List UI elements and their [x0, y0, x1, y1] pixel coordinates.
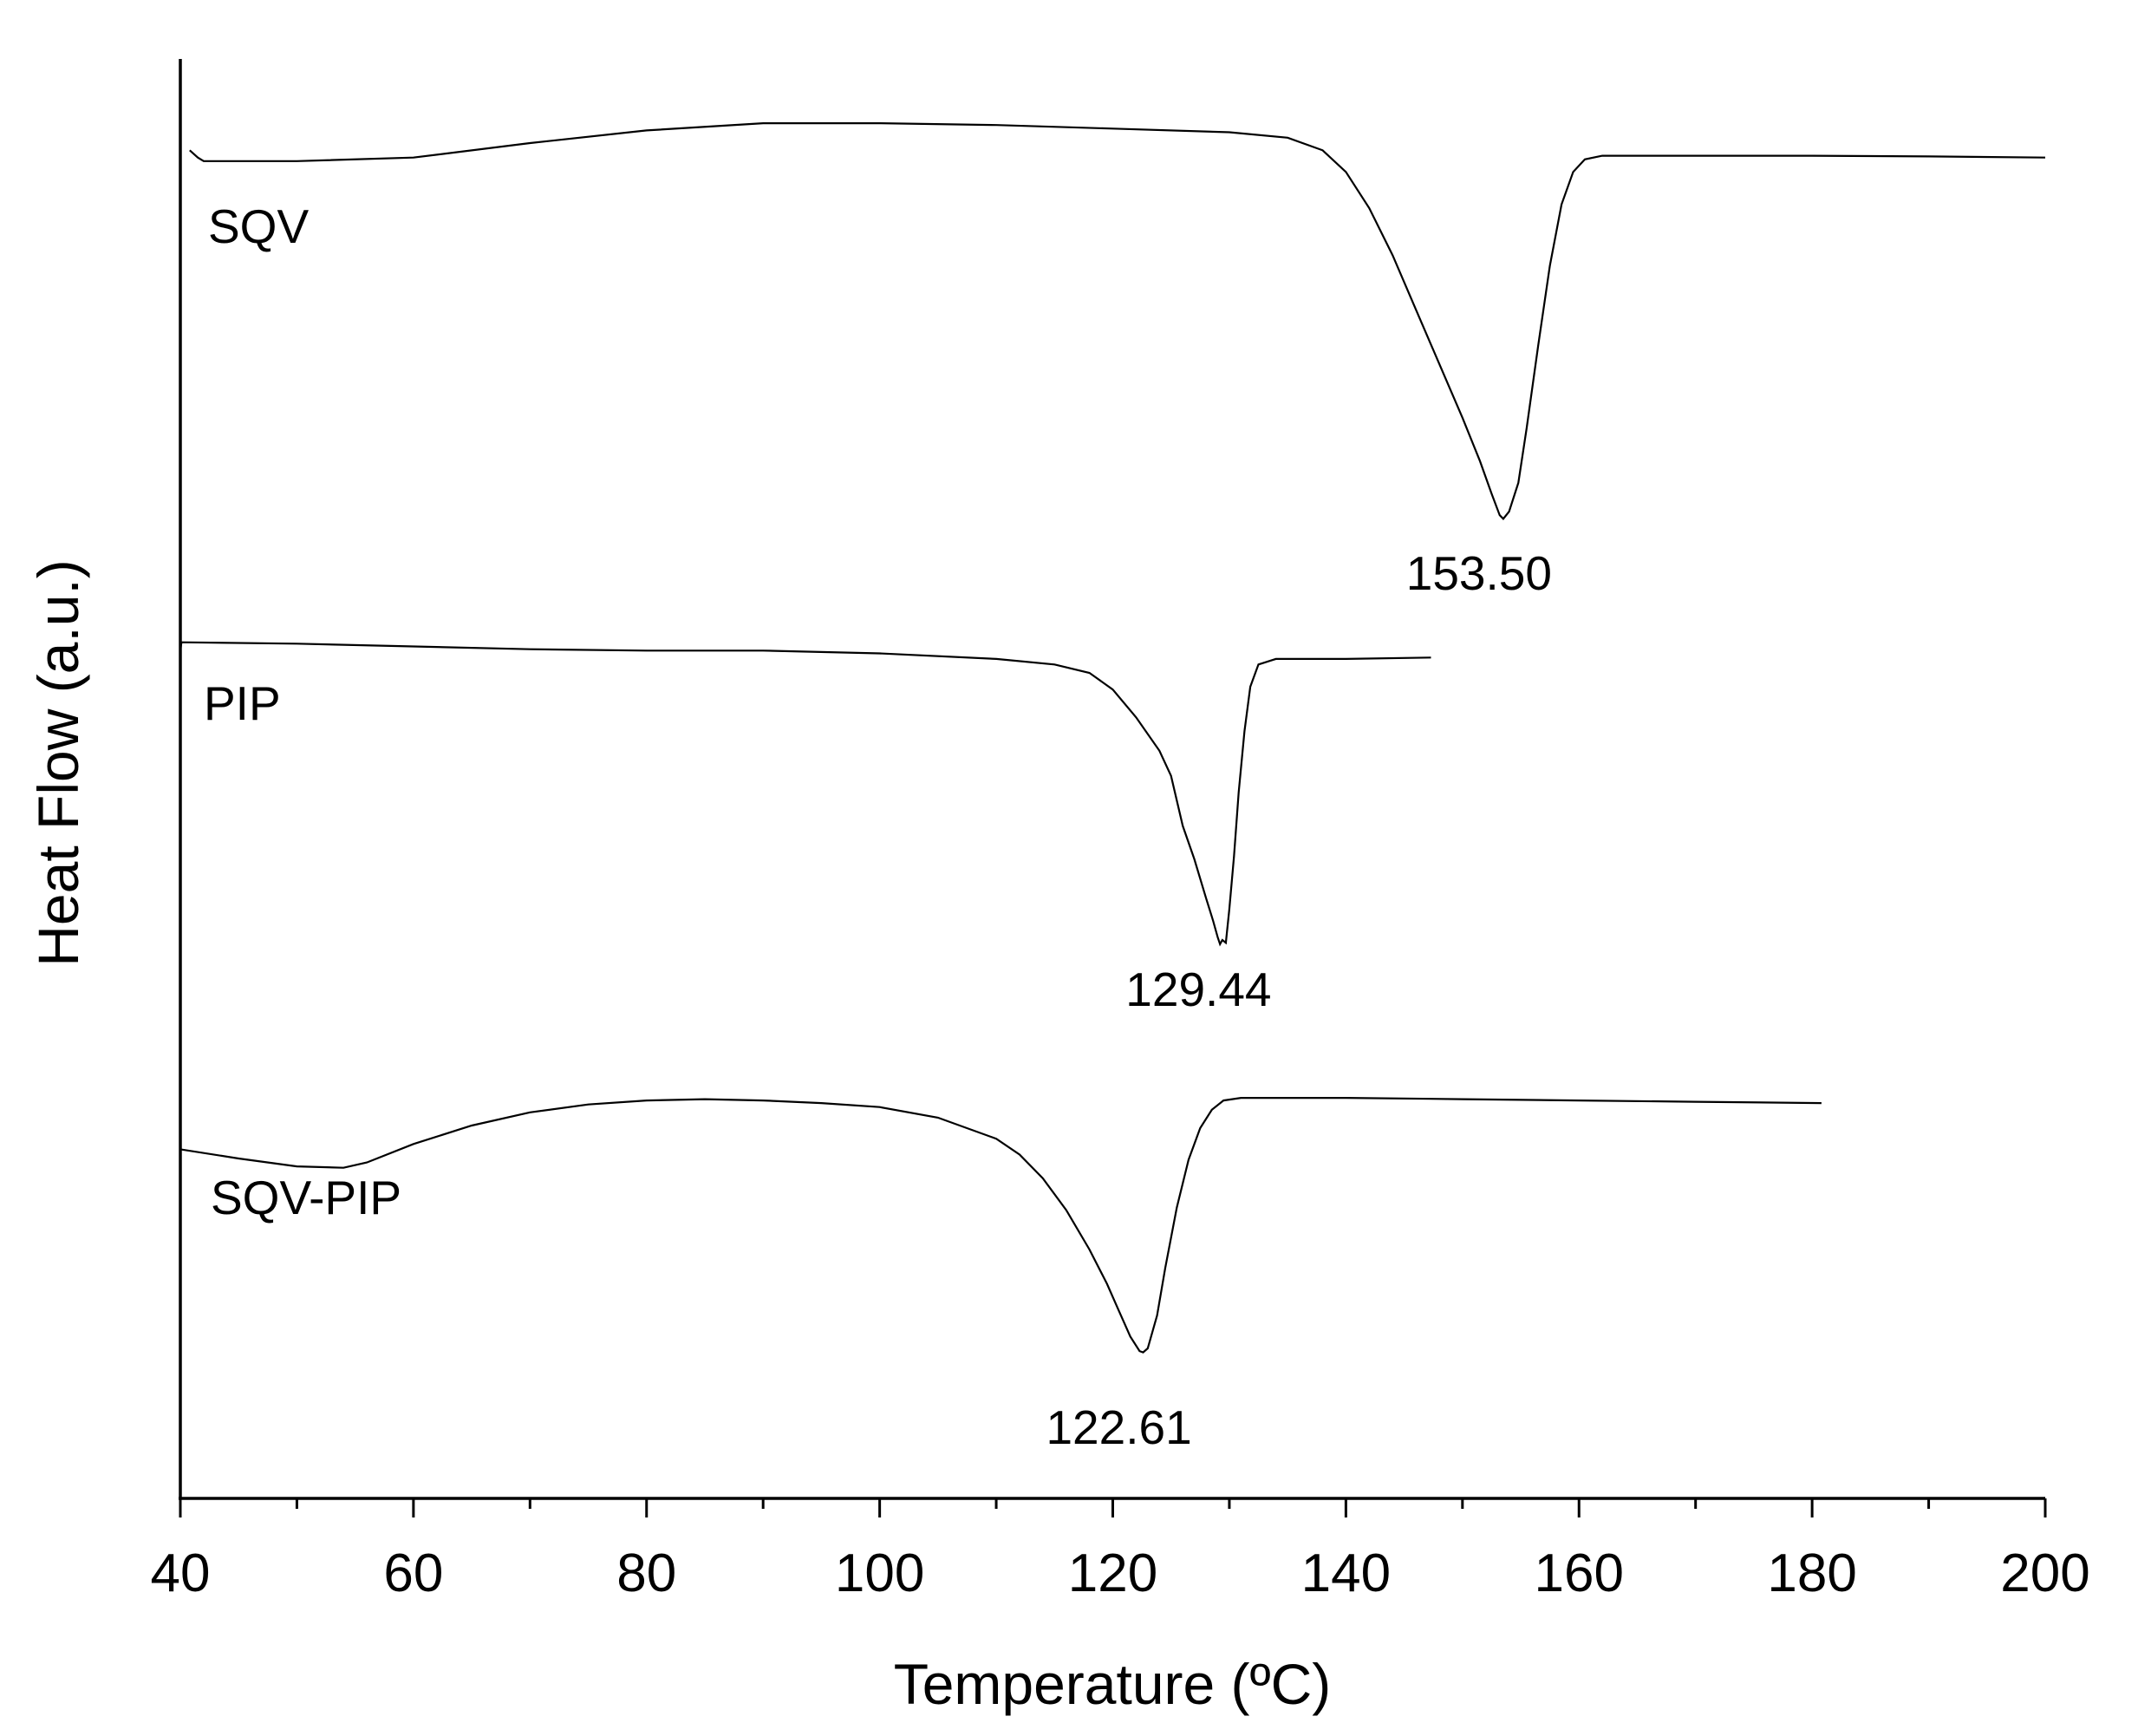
axes — [179, 59, 2045, 1500]
y-axis-title: Heat Flow (a.u.) — [26, 559, 90, 966]
x-tick-label: 100 — [835, 1543, 924, 1603]
x-tick-label: 60 — [383, 1543, 443, 1603]
peak-label-pip: 129.44 — [1125, 963, 1271, 1016]
x-tick-label: 200 — [2000, 1543, 2089, 1603]
x-tick-label: 160 — [1535, 1543, 1624, 1603]
peak-label-sqv: 153.50 — [1406, 546, 1552, 600]
x-tick-label: 120 — [1068, 1543, 1157, 1603]
x-tick-label: 140 — [1301, 1543, 1391, 1603]
x-tick-label: 80 — [616, 1543, 676, 1603]
series-line-sqv-pip — [179, 1097, 1822, 1354]
series-line-pip — [179, 641, 1431, 947]
x-ticks: 40 60 80 100 120 140 160 180 200 — [151, 1498, 2090, 1603]
series-group: SQV 153.50 PIP 129.44 SQV-PIP 122.61 — [179, 122, 2046, 1454]
series-label-sqv-pip: SQV-PIP — [211, 1171, 401, 1224]
x-tick-label: 40 — [151, 1543, 211, 1603]
series-label-sqv: SQV — [208, 199, 309, 253]
x-axis-title: Temperature (ºC) — [894, 1652, 1332, 1716]
peak-label-sqv-pip: 122.61 — [1046, 1400, 1191, 1454]
series-label-pip: PIP — [204, 676, 281, 730]
series-line-sqv — [189, 122, 2046, 520]
x-tick-label: 180 — [1767, 1543, 1856, 1603]
